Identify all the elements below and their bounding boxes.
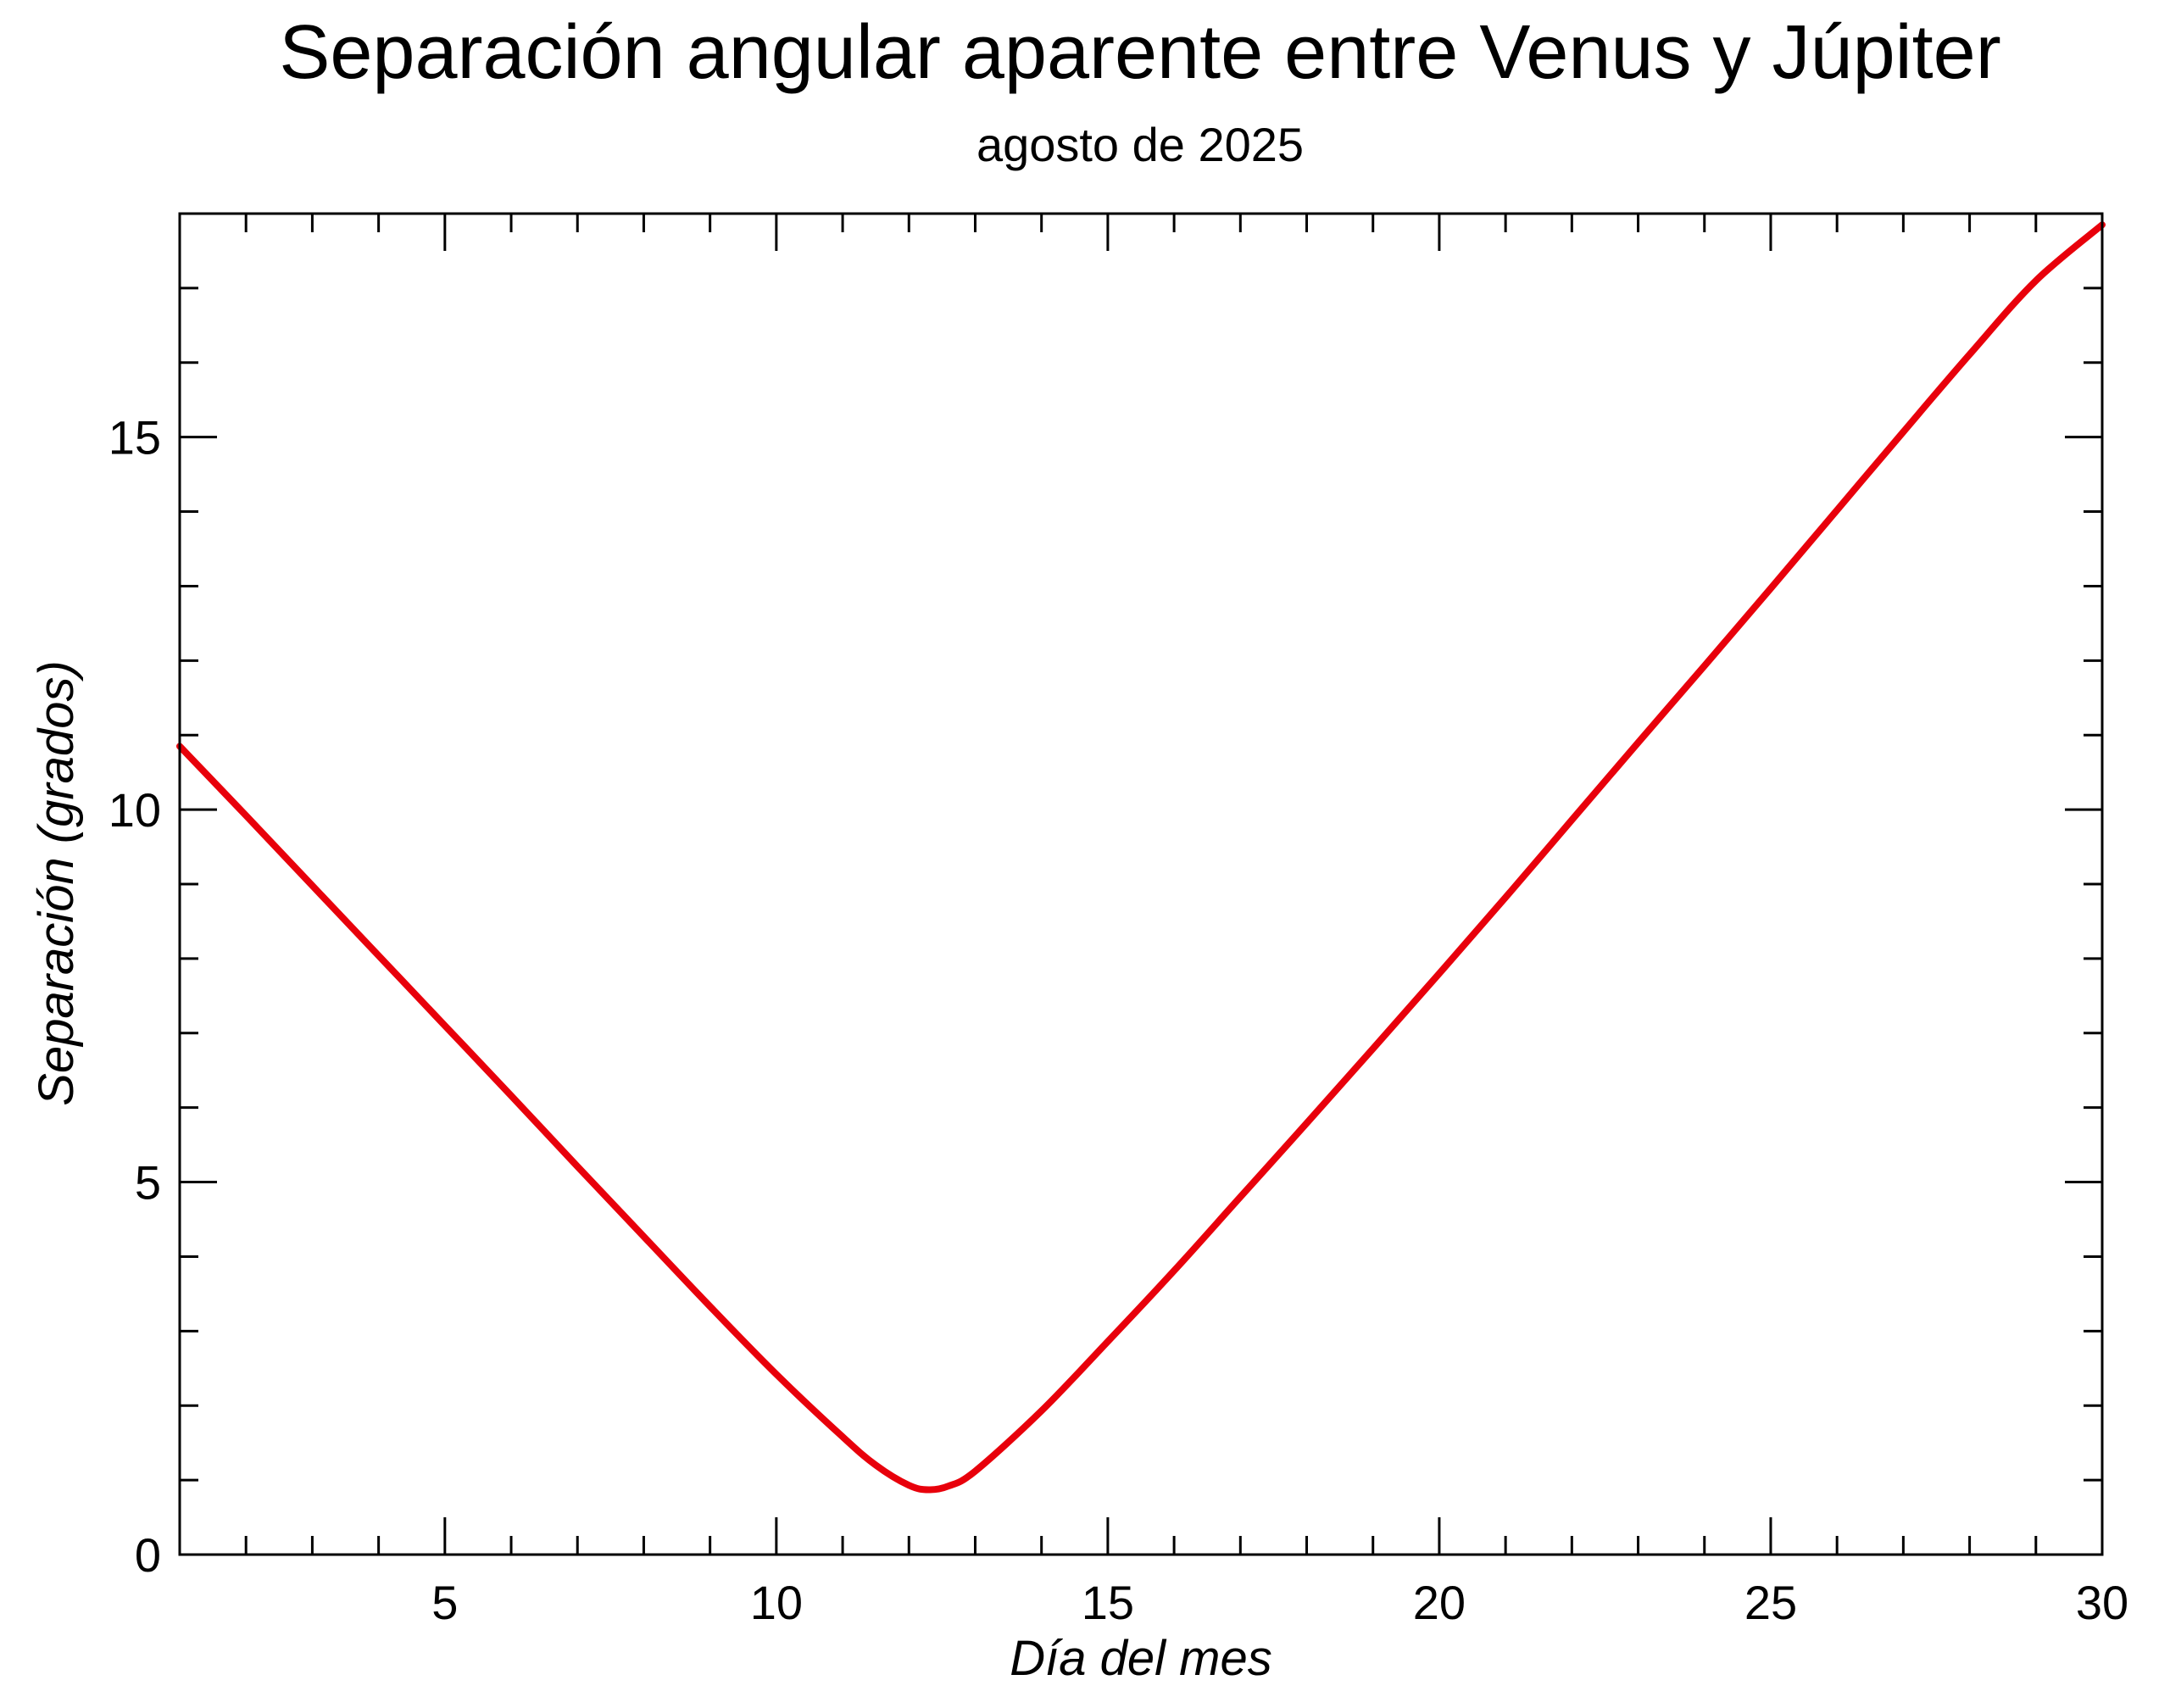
plot-frame <box>178 212 2104 1556</box>
y-tick-label: 5 <box>135 1156 161 1210</box>
chart-subtitle: agosto de 2025 <box>976 118 1304 171</box>
x-tick-label: 20 <box>1413 1576 1466 1629</box>
y-tick-label: 10 <box>108 783 161 837</box>
y-tick-label: 15 <box>108 411 161 465</box>
chart-title: Separación angular aparente entre Venus … <box>279 10 2000 95</box>
x-axis-label: Día del mes <box>1010 1631 1271 1686</box>
y-tick-label: 0 <box>135 1528 161 1582</box>
axis-tick-labels: 5 10 15 20 25 30 0 5 10 15 <box>108 411 2128 1629</box>
x-tick-label: 25 <box>1744 1576 1797 1629</box>
axis-ticks <box>178 212 2104 1556</box>
x-tick-label: 10 <box>750 1576 803 1629</box>
x-tick-label: 5 <box>431 1576 458 1629</box>
x-tick-label: 30 <box>2076 1576 2128 1629</box>
series-line <box>176 221 2106 1494</box>
y-axis-label: Separación (grados) <box>29 660 84 1106</box>
x-tick-label: 15 <box>1082 1576 1134 1629</box>
